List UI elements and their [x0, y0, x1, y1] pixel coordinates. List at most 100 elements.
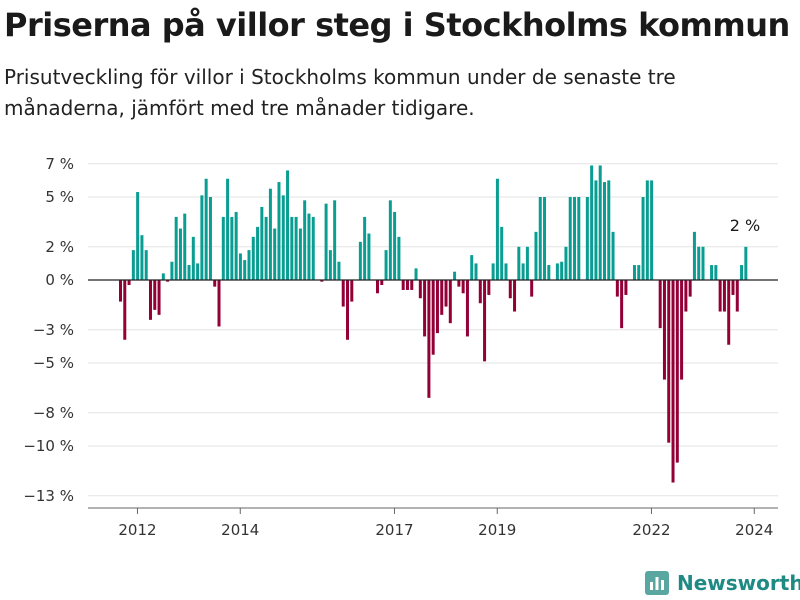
bar: [178, 228, 182, 280]
bar: [328, 250, 332, 280]
bar: [320, 280, 324, 282]
chart-title: Priserna på villor steg i Stockholms kom…: [4, 6, 790, 44]
bar: [423, 280, 427, 337]
bar: [547, 265, 551, 280]
bar: [243, 260, 247, 280]
bar: [414, 268, 418, 280]
bar: [692, 231, 696, 280]
bar: [123, 280, 127, 340]
y-axis-labels: 7 % 5 % 2 % 0 % −3 % −5 % −8 % −10 % −13 %: [23, 155, 74, 505]
brand-name: Newsworthy: [677, 571, 800, 595]
bar: [174, 216, 178, 280]
bar: [735, 280, 739, 312]
bar: [645, 180, 649, 280]
chart-subtitle: Prisutveckling för villor i Stockholms k…: [4, 65, 676, 120]
bar: [573, 197, 577, 280]
y-tick-label: 0 %: [45, 271, 74, 289]
bar: [393, 211, 397, 280]
bar: [632, 265, 636, 280]
bar: [740, 265, 744, 280]
bar: [388, 200, 392, 280]
x-tick-label: 2019: [478, 521, 516, 539]
bar: [658, 280, 662, 329]
bar: [341, 280, 345, 307]
y-tick-label: −3 %: [33, 321, 74, 339]
bar: [166, 280, 170, 282]
bar: [384, 250, 388, 280]
bar: [435, 280, 439, 334]
bar: [303, 200, 307, 280]
bar: [671, 280, 675, 483]
bar: [226, 178, 230, 280]
bar: [191, 236, 195, 280]
bar: [577, 197, 581, 280]
y-tick-label: 7 %: [45, 155, 74, 173]
bar: [183, 213, 187, 280]
bar: [204, 178, 208, 280]
bar: [650, 180, 654, 280]
bar: [680, 280, 684, 380]
bar: [478, 280, 482, 304]
bar: [684, 280, 688, 312]
bar: [273, 228, 277, 280]
bar: [710, 265, 714, 280]
bar: [620, 280, 624, 329]
bar: [598, 165, 602, 280]
bar: [444, 280, 448, 307]
bar: [474, 263, 478, 280]
bar: [615, 280, 619, 297]
y-tick-label: 2 %: [45, 238, 74, 256]
bar: [470, 255, 474, 280]
bar: [251, 236, 255, 280]
bar: [727, 280, 731, 345]
bar: [590, 165, 594, 280]
bar: [200, 195, 204, 280]
bar: [161, 273, 165, 280]
bar: [611, 231, 615, 280]
y-tick-label: −5 %: [33, 354, 74, 372]
bar: [401, 280, 405, 290]
bar: [564, 246, 568, 280]
bar: [530, 280, 534, 297]
bar: [230, 216, 234, 280]
bar-chart-logo-icon: [645, 571, 669, 595]
bar: [453, 271, 457, 280]
bar: [513, 280, 517, 312]
bar: [722, 280, 726, 312]
x-tick-label: 2024: [735, 521, 773, 539]
bar: [560, 261, 564, 280]
x-tick-label: 2017: [375, 521, 413, 539]
bar: [358, 241, 362, 280]
bar: [667, 280, 671, 443]
bar: [517, 246, 521, 280]
bar: [170, 261, 174, 280]
bar: [144, 250, 148, 280]
bar: [688, 280, 692, 297]
newsworthy-brand: Newsworthy: [645, 567, 800, 599]
bar: [294, 216, 298, 280]
bar: [440, 280, 444, 315]
bar: [585, 197, 589, 280]
bar: [247, 250, 251, 280]
bar: [290, 216, 294, 280]
bar: [367, 233, 371, 280]
bar: [208, 197, 212, 280]
bar: [662, 280, 666, 380]
bar: [238, 253, 242, 280]
bar: [543, 197, 547, 280]
bar: [555, 263, 559, 280]
bar: [277, 182, 281, 280]
bar: [418, 280, 422, 299]
bar: [457, 280, 461, 287]
bar: [508, 280, 512, 299]
bar: [221, 216, 225, 280]
bar: [744, 246, 748, 280]
bar: [380, 280, 384, 285]
bar: [461, 280, 465, 294]
bar: [594, 180, 598, 280]
bar: [136, 192, 140, 280]
bar: [534, 231, 538, 280]
bar: [504, 263, 508, 280]
bar: [607, 180, 611, 280]
